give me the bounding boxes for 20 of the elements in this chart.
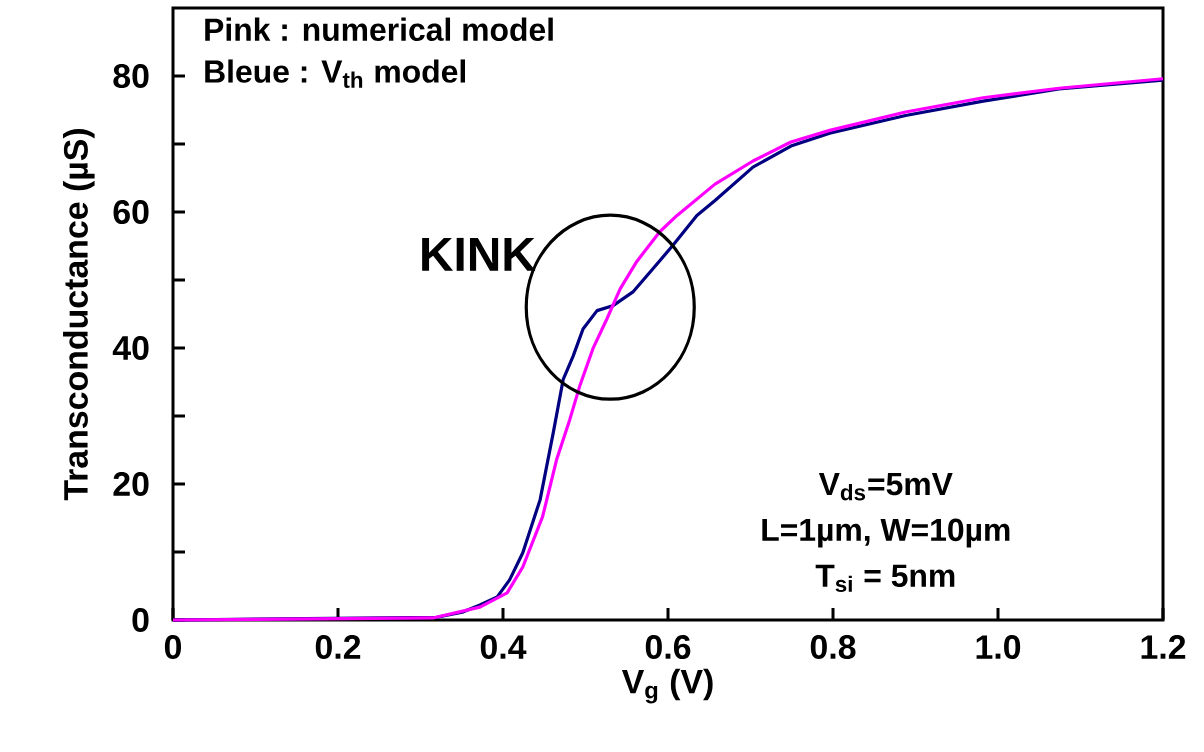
y-tick-label: 60 <box>113 200 149 225</box>
x-tick-label: 1.0 <box>976 635 1021 660</box>
y-axis-title: Transconductance (µS) <box>63 129 95 501</box>
x-tick-label: 0.6 <box>645 635 691 660</box>
x-tick-label: 0.2 <box>315 635 361 660</box>
y-tick-label: 40 <box>112 336 149 361</box>
annotation: Pink : numerical model <box>205 17 553 41</box>
x-tick-label: 1.2 <box>1141 635 1186 659</box>
y-tick-label: 0 <box>132 608 149 632</box>
y-tick-label: 20 <box>113 472 149 497</box>
x-tick-label: 0.8 <box>810 635 856 660</box>
annotation: KINK <box>422 237 536 271</box>
annotation: Bleue : V$_{th}$ model <box>205 59 465 88</box>
x-tick-label: 0.4 <box>480 635 527 660</box>
x-tick-label: 0 <box>164 635 182 660</box>
annotation: V$_{ds}$=5mV <box>818 473 953 501</box>
y-tick-label: 80 <box>113 64 149 89</box>
annotation: T$_{si}$ = 5nm <box>815 564 955 593</box>
x-axis-title: V$_{g}$ (V) <box>621 668 713 704</box>
annotation: L=1µm, W=10µm <box>762 518 1010 548</box>
